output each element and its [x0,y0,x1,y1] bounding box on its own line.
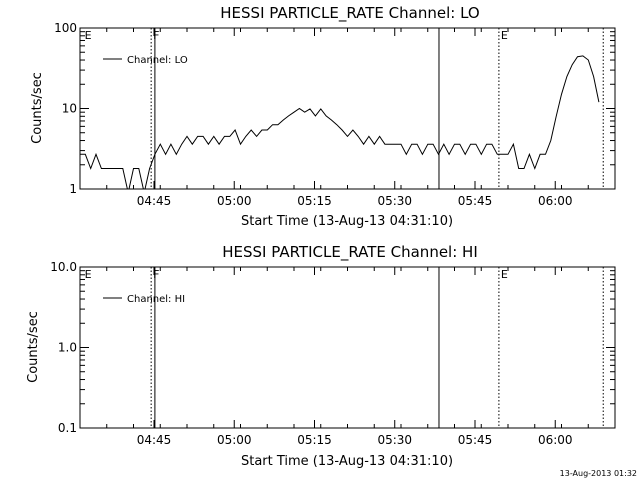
x-tick-label-hi: 05:00 [217,433,252,447]
event-marker-label-lo: F [153,29,159,42]
plot-frame-hi [79,266,616,429]
x-tick-label-lo: 05:30 [377,194,412,208]
chart-panel-hi: HESSI PARTICLE_RATE Channel: HI 04:45 05:… [26,243,616,469]
plot-frame-lo [79,27,616,190]
x-axis-label-lo: Start Time (13-Aug-13 04:31:10) [241,214,453,229]
x-tick-label-lo: 06:00 [538,194,573,208]
x-axis-label-hi: Start Time (13-Aug-13 04:31:10) [241,454,453,469]
legend-label-lo: Channel: LO [127,55,188,66]
x-tick-label-hi: 05:45 [458,433,493,447]
x-tick-label-lo: 05:00 [217,194,252,208]
y-axis-label-hi: Counts/sec [26,311,41,383]
x-tick-label-lo: 05:15 [297,194,332,208]
chart-title-hi: HESSI PARTICLE_RATE Channel: HI [222,243,478,262]
x-tick-label-hi: 05:30 [377,433,412,447]
x-tick-label-hi: 05:15 [297,433,332,447]
y-axis-label-lo: Counts/sec [30,72,45,144]
event-marker-label-hi: F [153,268,159,281]
series-line-lo [80,55,600,189]
plot-content-lo: 04:45 05:00 05:15 05:30 05:45 06:00 1 10 100 E F E [54,21,616,208]
event-marker-label-lo: E [501,29,508,42]
y-tick-label-hi: 10.0 [50,260,77,274]
event-marker-label-lo: E [85,29,92,42]
x-tick-label-hi: 04:45 [137,433,172,447]
y-tick-label-hi: 0.1 [58,421,77,435]
y-tick-label-lo: 1 [69,182,77,196]
y-tick-label-lo: 10 [62,102,77,116]
event-marker-label-hi: E [501,268,508,281]
y-tick-label-lo: 100 [54,21,77,35]
event-marker-label-hi: E [85,268,92,281]
x-tick-label-lo: 04:45 [137,194,172,208]
chart-title-lo: HESSI PARTICLE_RATE Channel: LO [220,4,479,23]
plot-content-hi: 04:45 05:00 05:15 05:30 05:45 06:00 0.1 1.0 10.0… [50,260,616,447]
chart-panel-lo: HESSI PARTICLE_RATE Channel: LO 04:45 05:… [30,4,616,229]
x-tick-label-lo: 05:45 [458,194,493,208]
y-tick-label-hi: 1.0 [58,341,77,355]
footer-timestamp: 13-Aug-2013 01:32 [560,469,637,478]
legend-label-hi: Channel: HI [127,294,185,305]
x-tick-label-hi: 06:00 [538,433,573,447]
